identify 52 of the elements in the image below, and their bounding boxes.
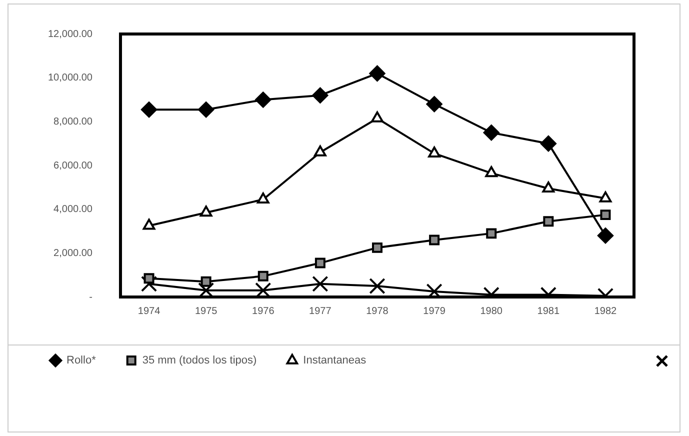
y-tick-label: 8,000.00 bbox=[54, 116, 93, 128]
point bbox=[597, 228, 614, 244]
x-tick-label: 1978 bbox=[366, 306, 389, 317]
point bbox=[256, 192, 270, 204]
point bbox=[255, 282, 272, 297]
point bbox=[141, 102, 158, 118]
point bbox=[371, 111, 384, 122]
point bbox=[255, 92, 272, 108]
point bbox=[200, 206, 212, 217]
point bbox=[198, 102, 214, 118]
point bbox=[426, 283, 442, 297]
point bbox=[314, 145, 326, 156]
point bbox=[142, 218, 156, 230]
point bbox=[314, 258, 326, 268]
point bbox=[144, 273, 154, 284]
x-tick-label: 1974 bbox=[138, 306, 161, 317]
point bbox=[599, 191, 612, 202]
x-tick-label: 1981 bbox=[537, 306, 560, 317]
point bbox=[485, 166, 498, 178]
point bbox=[198, 282, 214, 297]
point bbox=[542, 182, 555, 193]
point bbox=[312, 276, 328, 292]
point bbox=[600, 210, 611, 220]
point bbox=[200, 276, 212, 287]
point bbox=[258, 270, 268, 282]
point bbox=[483, 124, 500, 141]
x-tick-label: 1977 bbox=[309, 306, 332, 317]
point bbox=[372, 242, 382, 253]
point bbox=[369, 278, 386, 294]
point bbox=[543, 216, 554, 227]
point bbox=[486, 228, 497, 239]
legend-label: Rollo* bbox=[66, 354, 97, 367]
x-tick-label: 1980 bbox=[480, 306, 503, 317]
x-tick-label: 1979 bbox=[423, 306, 446, 317]
y-tick-label: 4,000.00 bbox=[54, 204, 93, 216]
y-tick-label: 2,000.00 bbox=[54, 248, 93, 259]
y-tick-label: 10,000.00 bbox=[48, 72, 93, 84]
x-tick-label: 1982 bbox=[594, 306, 618, 317]
x-tick-label: 1976 bbox=[252, 306, 275, 317]
y-tick-label: 6,000.00 bbox=[54, 160, 93, 172]
y-tick-label: 12,000.00 bbox=[48, 28, 93, 40]
point bbox=[426, 96, 442, 112]
legend-label: 35 mm (todos los tipos) bbox=[142, 354, 257, 367]
legend-label: Instantaneas bbox=[303, 354, 367, 367]
point bbox=[540, 136, 556, 152]
point bbox=[428, 146, 440, 158]
point bbox=[429, 234, 440, 246]
x-tick-label: 1975 bbox=[194, 306, 218, 317]
point bbox=[140, 276, 158, 292]
y-tick-label: - bbox=[89, 292, 92, 303]
point bbox=[369, 65, 386, 82]
point bbox=[312, 87, 328, 104]
